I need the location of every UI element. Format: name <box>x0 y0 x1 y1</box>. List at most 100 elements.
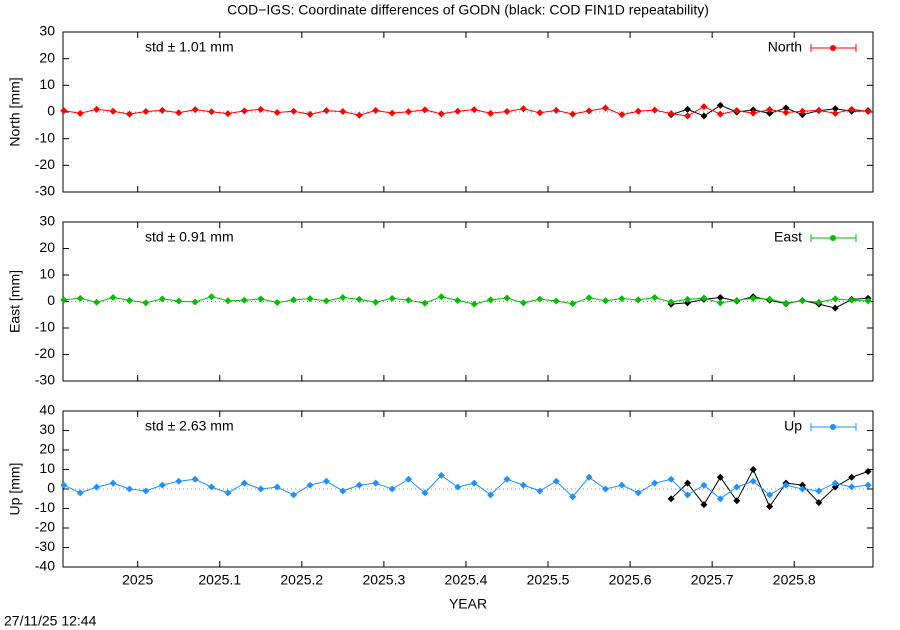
legend-label: North <box>768 39 802 55</box>
data-point <box>487 109 495 117</box>
x-tick-label: 2025.1 <box>198 572 241 588</box>
y-tick-label: 30 <box>39 23 55 39</box>
legend-dot <box>830 45 836 51</box>
data-point <box>700 481 708 489</box>
data-point <box>470 479 478 487</box>
data-point <box>109 294 117 302</box>
data-point <box>421 106 429 114</box>
data-point <box>552 297 560 305</box>
data-point <box>798 485 806 493</box>
data-point <box>651 106 659 114</box>
data-point <box>93 483 101 491</box>
data-point <box>372 479 380 487</box>
data-point <box>158 295 166 303</box>
data-point <box>208 108 216 116</box>
data-point <box>684 105 692 113</box>
data-point <box>519 481 527 489</box>
data-point <box>634 489 642 497</box>
data-point <box>503 107 511 115</box>
y-tick-label: 10 <box>39 76 55 92</box>
data-point <box>716 299 724 307</box>
data-point <box>339 487 347 495</box>
data-point <box>815 487 823 495</box>
data-point <box>405 108 413 116</box>
data-point <box>76 489 84 497</box>
series-line <box>670 468 869 508</box>
data-point <box>798 107 806 115</box>
data-point <box>766 503 774 511</box>
series-line <box>63 474 869 500</box>
data-point <box>831 295 839 303</box>
data-point <box>257 105 265 113</box>
data-point <box>651 294 659 302</box>
data-point <box>273 299 281 307</box>
y-tick-label: -20 <box>35 519 55 535</box>
data-point <box>536 109 544 117</box>
data-point <box>437 110 445 118</box>
data-point <box>684 479 692 487</box>
y-tick-label: 10 <box>39 460 55 476</box>
data-point <box>240 296 248 304</box>
data-point <box>142 487 150 495</box>
data-point <box>388 294 396 302</box>
data-point <box>552 106 560 114</box>
data-point <box>667 110 675 118</box>
data-point <box>224 297 232 305</box>
data-point <box>454 483 462 491</box>
data-point <box>322 107 330 115</box>
data-point <box>175 109 183 117</box>
x-tick-label: 2025.2 <box>280 572 323 588</box>
data-point <box>766 106 774 114</box>
y-tick-label: -20 <box>35 345 55 361</box>
data-point <box>339 294 347 302</box>
data-point <box>848 473 856 481</box>
y-tick-label: 10 <box>39 266 55 282</box>
x-axis-label: YEAR <box>449 596 487 612</box>
chart-title: COD−IGS: Coordinate differences of GODN … <box>227 2 709 18</box>
x-tick-label: 2025.4 <box>445 572 488 588</box>
data-point <box>191 298 199 306</box>
data-point <box>191 106 199 114</box>
data-point <box>355 481 363 489</box>
data-point <box>372 106 380 114</box>
data-point <box>585 294 593 302</box>
data-point <box>749 294 757 302</box>
data-point <box>684 295 692 303</box>
data-point <box>569 493 577 501</box>
data-point <box>864 481 872 489</box>
data-point <box>175 477 183 485</box>
data-point <box>831 109 839 117</box>
data-point <box>716 110 724 118</box>
data-point <box>601 485 609 493</box>
data-point <box>749 477 757 485</box>
data-point <box>601 297 609 305</box>
data-point <box>208 293 216 301</box>
data-point <box>437 293 445 301</box>
series <box>60 471 872 503</box>
y-tick-label: 0 <box>47 103 55 119</box>
data-point <box>700 103 708 111</box>
data-point <box>339 107 347 115</box>
data-point <box>700 294 708 302</box>
data-point <box>585 473 593 481</box>
data-point <box>125 296 133 304</box>
data-point <box>864 107 872 115</box>
data-point <box>815 106 823 114</box>
data-point <box>470 106 478 114</box>
series-line <box>63 106 869 117</box>
data-point <box>585 107 593 115</box>
data-point <box>109 107 117 115</box>
series <box>60 293 872 308</box>
data-point <box>519 105 527 113</box>
x-tick-label: 2025.7 <box>691 572 734 588</box>
y-tick-label: -10 <box>35 129 55 145</box>
data-point <box>257 485 265 493</box>
y-tick-label: 0 <box>47 480 55 496</box>
series <box>60 103 872 120</box>
data-point <box>125 110 133 118</box>
data-point <box>290 491 298 499</box>
data-point <box>733 483 741 491</box>
y-tick-label: 0 <box>47 292 55 308</box>
data-point <box>125 485 133 493</box>
